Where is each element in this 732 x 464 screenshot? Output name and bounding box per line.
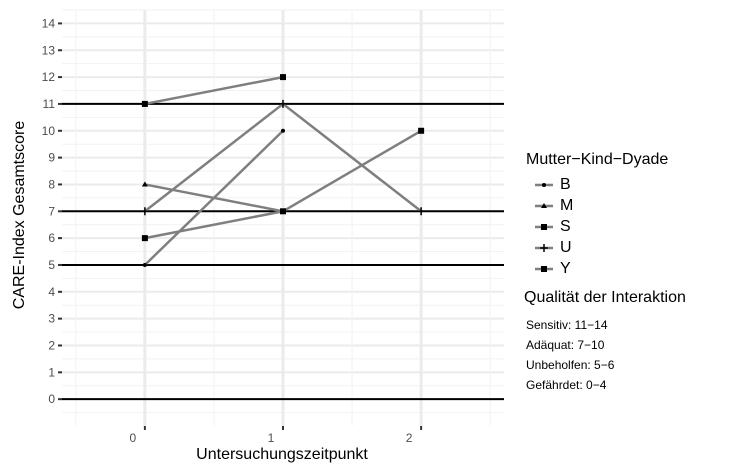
y-tick-label: 1	[48, 365, 55, 379]
y-tick-label: 7	[48, 204, 55, 218]
y-tick-label: 12	[42, 70, 56, 84]
legend-item-U: U	[526, 237, 732, 258]
legend-key	[535, 203, 553, 208]
x-tick-label: 1	[268, 431, 275, 445]
reference-lines	[62, 102, 504, 401]
quality-item: Unbeholfen: 5−6	[526, 358, 615, 372]
data-point-S	[280, 208, 286, 215]
quality-item: Adäquat: 7−10	[526, 338, 605, 352]
y-tick-label: 10	[42, 124, 56, 138]
y-tick-label: 13	[42, 43, 56, 57]
quality-title: Qualität der Interaktion	[524, 289, 686, 306]
legend-key	[535, 183, 553, 187]
legend-item-S: S	[526, 216, 732, 237]
legend-key	[535, 266, 553, 272]
data-point-U	[279, 99, 287, 108]
legend-key	[535, 224, 553, 230]
legend-title: Mutter−Kind−Dyade	[526, 151, 669, 168]
x-tick-label: 2	[406, 431, 413, 445]
data-point-U	[417, 207, 426, 216]
series-markers	[140, 74, 426, 267]
data-point-M	[141, 181, 148, 187]
legend-label: B	[560, 175, 571, 193]
y-tick-label: 8	[48, 177, 55, 191]
legend-label: U	[560, 238, 572, 256]
data-point-B	[142, 262, 147, 267]
y-tick-label: 6	[48, 231, 55, 245]
x-axis-title: Untersuchungszeitpunkt	[196, 446, 368, 463]
data-point-S	[141, 235, 148, 242]
series-line-M	[144, 183, 284, 213]
y-tick-label: 11	[43, 97, 56, 111]
grid	[62, 9, 504, 426]
y-tick-label: 3	[48, 312, 55, 326]
series-line-Y	[144, 75, 284, 106]
legend-label: M	[560, 196, 574, 214]
y-tick-label: 0	[48, 392, 55, 406]
y-tick-label: 9	[48, 151, 55, 165]
legend-key-marker	[542, 183, 546, 187]
y-tick-label: 14	[42, 16, 56, 30]
legend-key-marker	[540, 244, 548, 252]
legend-key	[535, 244, 553, 252]
y-tick-label: 4	[48, 285, 55, 299]
legend-item-Y: Y	[526, 258, 732, 279]
x-axis: 0 1 2	[130, 426, 423, 445]
quality-list: Sensitiv: 11−14 Adäquat: 7−10 Unbeholfen: …	[526, 315, 732, 395]
legend-item-M: M	[526, 195, 732, 216]
y-axis-title: CARE-Index Gesamtscore	[11, 121, 28, 310]
data-point-S	[418, 127, 425, 134]
data-point-B	[281, 128, 285, 133]
legend-key-marker	[541, 203, 547, 208]
legend-label: Y	[560, 259, 571, 277]
data-point-Y	[141, 100, 148, 107]
quality-item: Sensitiv: 11−14	[526, 318, 608, 332]
data-point-Y	[280, 74, 286, 81]
legend-item-B: B	[526, 174, 732, 195]
x-tick-label: 0	[130, 431, 137, 445]
y-tick-label: 5	[48, 258, 55, 272]
legend-key-marker	[541, 266, 547, 272]
legend-key-marker	[541, 224, 547, 230]
legend-label: S	[560, 217, 571, 235]
quality-item: Gefährdet: 0−4	[526, 378, 607, 392]
y-tick-label: 2	[48, 338, 55, 352]
data-point-U	[140, 207, 149, 216]
